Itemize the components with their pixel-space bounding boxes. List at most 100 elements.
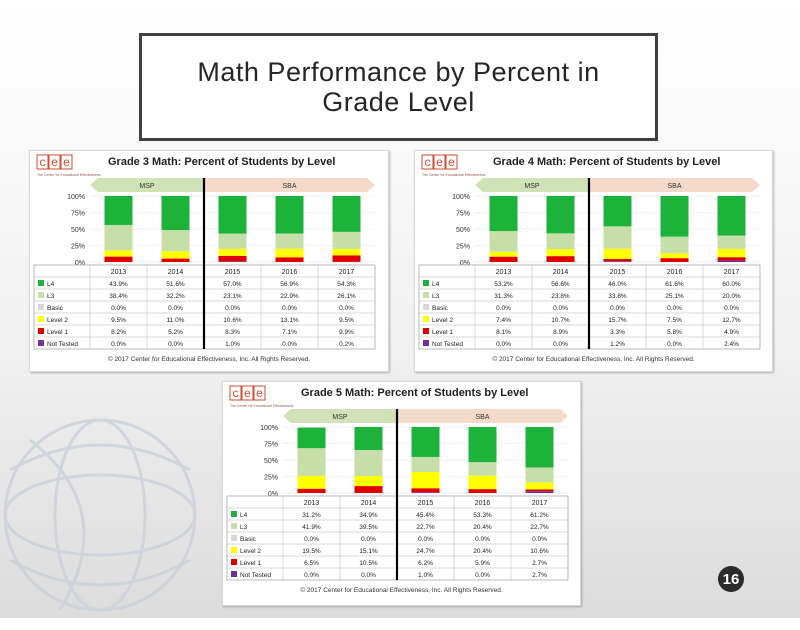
- y-tick-label: 50%: [264, 458, 278, 465]
- table-cell: 1.2%: [610, 341, 625, 348]
- bar-segment-not-tested: [412, 492, 440, 493]
- bar-segment-level-2: [333, 249, 361, 255]
- legend-swatch-level-2: [38, 316, 44, 322]
- legend-swatch-level-2: [231, 547, 237, 553]
- table-cell: 11.0%: [167, 317, 185, 324]
- bar-segment-l4: [718, 196, 746, 236]
- table-cell: 0.0%: [282, 341, 297, 348]
- table-cell: 5.8%: [667, 329, 682, 336]
- table-cell: 3.3%: [610, 329, 625, 336]
- table-cell: 0.0%: [168, 305, 183, 312]
- bar-segment-l3: [526, 467, 554, 482]
- table-cell: 0.0%: [496, 305, 511, 312]
- table-cell: 0.0%: [304, 572, 319, 579]
- table-cell: 8.1%: [496, 329, 511, 336]
- legend-label-not-tested: Not Tested: [240, 572, 271, 579]
- table-cell: 1.0%: [225, 341, 240, 348]
- table-cell: 2.4%: [724, 341, 739, 348]
- logo-letter: e: [256, 386, 263, 400]
- table-cell: 31.3%: [494, 293, 513, 300]
- bar-segment-l3: [412, 457, 440, 472]
- table-year-header: 2017: [532, 500, 548, 507]
- table-cell: 0.0%: [418, 536, 433, 543]
- table-cell: 9.5%: [111, 317, 126, 324]
- bar-segment-l3: [469, 462, 497, 475]
- table-cell: 10.6%: [530, 548, 549, 555]
- bar-segment-level-2: [469, 476, 497, 489]
- bar-segment-l4: [276, 196, 304, 234]
- chart-title: Grade 3 Math: Percent of Students by Lev…: [108, 156, 335, 168]
- table-cell: 25.1%: [665, 293, 684, 300]
- table-cell: 20.4%: [473, 524, 492, 531]
- table-cell: 24.7%: [416, 548, 435, 555]
- table-cell: 4.9%: [724, 329, 739, 336]
- bar-segment-not-tested: [526, 491, 554, 493]
- bar-segment-level-2: [355, 476, 383, 486]
- bar-segment-l4: [526, 427, 554, 467]
- bar-segment-l4: [105, 196, 133, 225]
- y-tick-label: 100%: [67, 194, 85, 201]
- table-cell: 60.0%: [722, 281, 741, 288]
- bar-segment-l4: [355, 427, 383, 450]
- table-cell: 22.7%: [530, 524, 549, 531]
- table-cell: 53.2%: [494, 281, 513, 288]
- table-cell: 12.7%: [722, 317, 741, 324]
- table-cell: 0.0%: [496, 341, 511, 348]
- logo-tagline: The Center for Educational Effectiveness: [230, 404, 294, 408]
- table-cell: 9.9%: [339, 329, 354, 336]
- table-cell: 38.4%: [109, 293, 128, 300]
- legend-swatch-not-tested: [423, 340, 429, 346]
- logo-letter: e: [448, 155, 455, 169]
- logo-letter: e: [436, 155, 443, 169]
- legend-swatch-level-2: [423, 316, 429, 322]
- table-cell: 5.9%: [475, 560, 490, 567]
- msp-band-label: MSP: [524, 183, 540, 190]
- bar-segment-l3: [355, 450, 383, 476]
- table-cell: 54.3%: [337, 281, 356, 288]
- table-cell: 31.2%: [302, 512, 321, 519]
- page-number: 16: [718, 566, 744, 592]
- table-cell: 32.2%: [166, 293, 185, 300]
- bar-segment-l4: [604, 196, 632, 226]
- table-year-header: 2017: [339, 269, 355, 276]
- copyright-footer: © 2017 Center for Educational Effectiven…: [108, 355, 310, 363]
- legend-swatch-l3: [231, 523, 237, 529]
- bar-segment-not-tested: [604, 261, 632, 262]
- bar-segment-l4: [219, 196, 247, 234]
- table-cell: 0.2%: [339, 341, 354, 348]
- table-year-header: 2014: [553, 269, 569, 276]
- slide-title: Math Performance by Percent in Grade Lev…: [159, 57, 639, 117]
- table-cell: 0.0%: [111, 341, 126, 348]
- legend-label-basic: Basic: [240, 536, 257, 543]
- y-tick-label: 0%: [268, 491, 278, 498]
- table-cell: 0.0%: [168, 341, 183, 348]
- table-cell: 51.6%: [166, 281, 185, 288]
- bar-segment-level-1: [276, 257, 304, 262]
- table-cell: 20.4%: [473, 548, 492, 555]
- logo-letter: e: [51, 155, 58, 169]
- bar-segment-level-1: [661, 258, 689, 262]
- table-cell: 46.0%: [608, 281, 627, 288]
- bar-segment-l4: [547, 196, 575, 233]
- bar-segment-level-2: [490, 252, 518, 257]
- y-tick-label: 100%: [260, 425, 278, 432]
- legend-label-level-2: Level 2: [240, 548, 261, 555]
- table-year-header: 2017: [724, 269, 740, 276]
- msp-band-label: MSP: [332, 414, 348, 421]
- bar-segment-level-1: [105, 257, 133, 262]
- bar-segment-level-1: [333, 255, 361, 262]
- legend-swatch-l3: [423, 292, 429, 298]
- table-year-header: 2015: [225, 269, 241, 276]
- table-cell: 34.9%: [359, 512, 378, 519]
- legend-label-l3: L3: [432, 293, 440, 300]
- chart-title: Grade 4 Math: Percent of Students by Lev…: [493, 156, 720, 168]
- legend-label-not-tested: Not Tested: [432, 341, 463, 348]
- table-cell: 0.0%: [553, 305, 568, 312]
- bar-segment-level-2: [412, 472, 440, 488]
- bar-segment-l4: [490, 196, 518, 231]
- bar-segment-l4: [333, 196, 361, 232]
- table-year-header: 2013: [496, 269, 512, 276]
- bar-segment-level-2: [526, 482, 554, 489]
- y-tick-label: 75%: [456, 211, 470, 218]
- bar-segment-level-1: [490, 257, 518, 262]
